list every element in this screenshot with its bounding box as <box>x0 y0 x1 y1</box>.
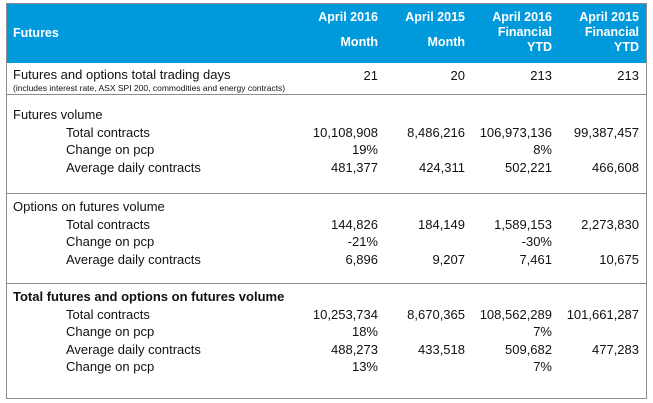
header-line: Financial <box>584 25 639 39</box>
table-row: Average daily contracts 6,896 9,207 7,46… <box>7 251 646 269</box>
table-cell: 108,562,289 <box>479 306 552 322</box>
table-cell: 10,253,734 <box>312 306 378 322</box>
table-cell: 433,518 <box>418 341 465 357</box>
table-cell: -30% <box>521 234 552 250</box>
table-cell: 21 <box>363 68 378 83</box>
trading-days-label-cell: Futures and options total trading days (… <box>7 63 300 95</box>
table-row: Change on pcp 19% 8% <box>7 141 646 159</box>
table-row: Average daily contracts 488,273 433,518 … <box>7 341 646 359</box>
table-cell: 424,311 <box>418 159 465 175</box>
table-cell: 2,273,830 <box>581 216 639 232</box>
table-cell: 8% <box>533 142 552 158</box>
table-cell: 99,387,457 <box>573 124 639 140</box>
header-line: April 2015 <box>405 10 465 24</box>
table-cell: 9,207 <box>432 251 465 267</box>
header-line: April 2016 <box>318 10 378 24</box>
table-cell <box>559 358 646 376</box>
futures-volume-title: Futures volume <box>13 107 103 123</box>
header-line: YTD <box>614 40 639 54</box>
section-title-row: Total futures and options on futures vol… <box>7 283 646 306</box>
header-col-apr2016-ytd: April 2016 Financial YTD <box>472 4 559 63</box>
header-line: YTD <box>527 40 552 54</box>
table-cell: 481,377 <box>331 159 378 175</box>
header-line: April 2016 <box>492 10 552 24</box>
row-label: Change on pcp <box>66 359 155 375</box>
table-cell: 106,973,136 <box>479 124 552 140</box>
table-cell: -21% <box>347 234 378 250</box>
table-cell: 6,896 <box>345 251 378 267</box>
row-label: Change on pcp <box>66 142 155 158</box>
table-cell: 213 <box>530 68 552 83</box>
table-cell: 7% <box>533 359 552 375</box>
total-volume-title: Total futures and options on futures vol… <box>7 283 646 306</box>
table-cell <box>385 141 472 159</box>
table-row: Change on pcp 18% 7% <box>7 323 646 341</box>
row-label: Average daily contracts <box>66 251 201 267</box>
header-line: Month <box>427 35 465 49</box>
table-cell <box>559 323 646 341</box>
table-cell: 13% <box>351 359 378 375</box>
table-cell: 8,486,216 <box>407 124 465 140</box>
options-volume-title: Options on futures volume <box>7 193 646 216</box>
table-row: Average daily contracts 481,377 424,311 … <box>7 159 646 177</box>
row-label: Average daily contracts <box>66 341 201 357</box>
trading-days-row: Futures and options total trading days (… <box>7 63 646 95</box>
table-cell: 10,675 <box>599 251 639 267</box>
table-cell: 19% <box>351 142 378 158</box>
table-cell: 488,273 <box>331 341 378 357</box>
section-spacer <box>7 268 646 284</box>
row-label: Change on pcp <box>66 234 155 250</box>
row-label: Total contracts <box>66 306 150 322</box>
row-label: Total contracts <box>66 216 150 232</box>
table-row: Change on pcp -21% -30% <box>7 233 646 251</box>
table-row: Change on pcp 13% 7% <box>7 358 646 376</box>
table-cell: 7,461 <box>519 251 552 267</box>
section-spacer <box>7 94 646 106</box>
table-cell: 7% <box>533 324 552 340</box>
table-cell: 509,682 <box>505 341 552 357</box>
table-cell <box>385 233 472 251</box>
table-cell: 477,283 <box>592 341 639 357</box>
table-cell <box>559 233 646 251</box>
table-cell: 466,608 <box>592 159 639 175</box>
table-cell: 101,661,287 <box>566 306 639 322</box>
table-cell <box>385 323 472 341</box>
header-line: April 2015 <box>579 10 639 24</box>
table-cell <box>385 358 472 376</box>
table-row: Total contracts 144,826 184,149 1,589,15… <box>7 216 646 234</box>
table-cell: 213 <box>617 68 639 83</box>
table-cell <box>559 141 646 159</box>
header-col-apr2015-month: April 2015 Month <box>385 4 472 63</box>
table-cell: 20 <box>450 68 465 83</box>
table-row: Total contracts 10,253,734 8,670,365 108… <box>7 306 646 324</box>
row-label: Total contracts <box>66 124 150 140</box>
futures-statistics-table: Futures April 2016 Month April 2015 Mont… <box>6 3 647 399</box>
header-line: Financial <box>497 25 552 39</box>
row-label: Change on pcp <box>66 324 155 340</box>
trading-days-note: (includes interest rate, ASX SPI 200, co… <box>13 83 286 93</box>
table-row: Total contracts 10,108,908 8,486,216 106… <box>7 124 646 142</box>
header-row: Futures April 2016 Month April 2015 Mont… <box>7 4 646 63</box>
table-cell: 184,149 <box>418 216 465 232</box>
table-cell: 18% <box>351 324 378 340</box>
table-cell: 144,826 <box>331 216 378 232</box>
header-label: Futures <box>13 26 59 40</box>
table-cell: 10,108,908 <box>312 124 378 140</box>
table-cell: 1,589,153 <box>494 216 552 232</box>
header-line: Month <box>340 35 378 49</box>
section-title-row: Options on futures volume <box>7 193 646 216</box>
row-label: Average daily contracts <box>66 159 201 175</box>
table-cell: 8,670,365 <box>407 306 465 322</box>
section-spacer <box>7 176 646 194</box>
trading-days-label: Futures and options total trading days <box>13 67 231 82</box>
header-col-apr2016-month: April 2016 Month <box>300 4 385 63</box>
header-col-apr2015-ytd: April 2015 Financial YTD <box>559 4 646 63</box>
section-title-row: Futures volume <box>7 106 646 124</box>
table-cell: 502,221 <box>505 159 552 175</box>
